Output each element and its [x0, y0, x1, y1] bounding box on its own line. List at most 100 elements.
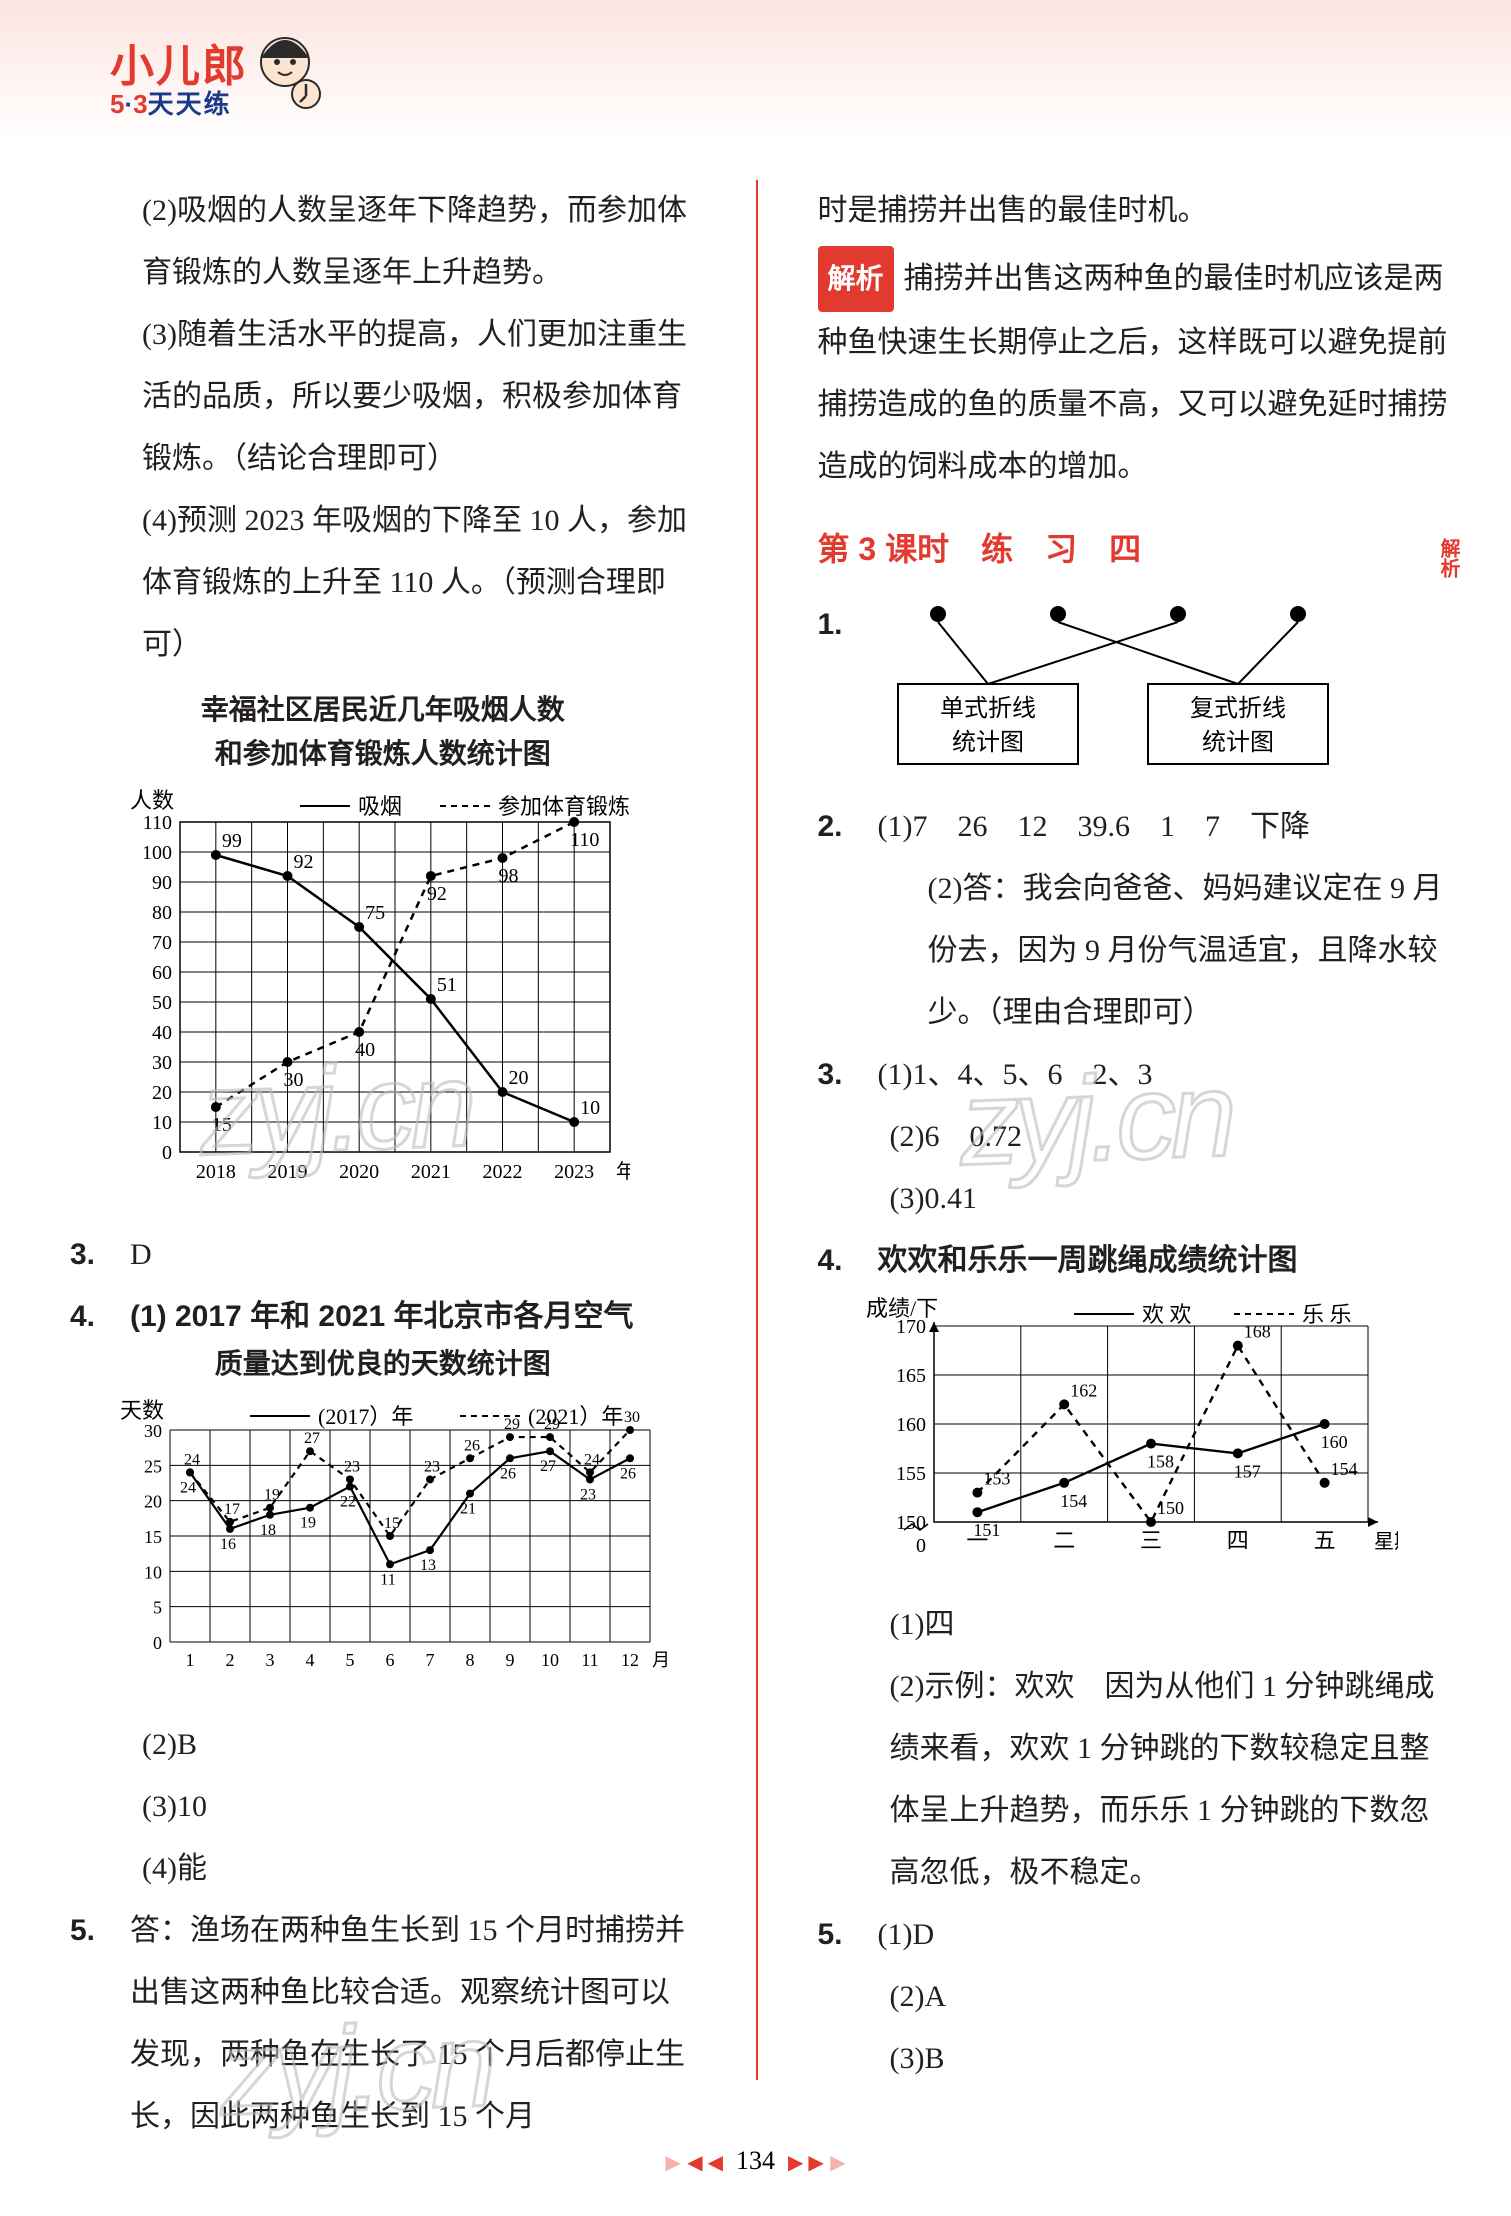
svg-text:17: 17	[224, 1501, 240, 1518]
chart3-svg: 成绩/下欢 欢乐 乐1501551601651700一二三四五星期1511541…	[858, 1292, 1398, 1572]
right-cont: 时是捕捞并出售的最佳时机。	[818, 180, 1452, 242]
svg-text:26: 26	[464, 1437, 480, 1454]
svg-text:天数: 天数	[120, 1398, 164, 1423]
svg-text:4: 4	[306, 1650, 315, 1670]
logo-subline: 5·3天天练	[110, 84, 232, 121]
svg-text:30: 30	[284, 1069, 304, 1091]
r-q5-row: 5. (1)D	[818, 1904, 1452, 1966]
svg-text:0: 0	[153, 1633, 162, 1653]
svg-text:三: 三	[1139, 1528, 1161, 1553]
svg-text:2018: 2018	[196, 1161, 236, 1183]
r-q1-row: 1. 单式折线统计图复式折线统计图	[818, 594, 1452, 796]
logo-3: 3	[133, 89, 147, 119]
analysis-block: 解析捕捞并出售这两种鱼的最佳时机应该是两种鱼快速生长期停止之后，这样既可以避免提…	[818, 246, 1452, 498]
svg-text:统计图: 统计图	[1202, 729, 1274, 756]
svg-text:3: 3	[266, 1650, 275, 1670]
svg-text:165: 165	[896, 1365, 926, 1387]
footer-tri-l2: ◀ ◀	[687, 2152, 723, 2174]
svg-text:99: 99	[222, 830, 242, 852]
footer-tri-r1: ▶ ▶	[788, 2152, 824, 2174]
svg-text:二: 二	[1053, 1528, 1075, 1553]
svg-text:2019: 2019	[268, 1161, 308, 1183]
svg-text:10: 10	[580, 1097, 600, 1119]
svg-text:24: 24	[184, 1451, 200, 1468]
chart1-title: 幸福社区居民近几年吸烟人数 和参加体育锻炼人数统计图	[70, 688, 696, 776]
r-q4-title: 欢欢和乐乐一周跳绳成绩统计图	[878, 1230, 1452, 1292]
svg-text:欢 欢: 欢 欢	[1142, 1302, 1192, 1327]
svg-text:21: 21	[460, 1501, 476, 1518]
svg-text:统计图: 统计图	[952, 729, 1024, 756]
svg-text:人数: 人数	[130, 788, 174, 813]
svg-text:29: 29	[504, 1416, 520, 1433]
svg-text:19: 19	[300, 1515, 316, 1532]
chart2-svg: 天数(2017）年(2021）年051015202530123456789101…	[110, 1392, 670, 1692]
page-number: 134	[736, 2146, 775, 2175]
svg-text:2022: 2022	[483, 1161, 523, 1183]
svg-text:75: 75	[365, 902, 385, 924]
r-q3-row: 3. (1)1、4、5、6 2、3	[818, 1044, 1452, 1106]
svg-text:0: 0	[916, 1535, 926, 1557]
svg-text:2: 2	[226, 1650, 235, 1670]
r-q1-num: 1.	[818, 594, 878, 796]
svg-text:19: 19	[264, 1487, 280, 1504]
svg-text:2023: 2023	[554, 1161, 594, 1183]
svg-text:10: 10	[541, 1650, 559, 1670]
svg-text:98: 98	[499, 865, 519, 887]
svg-text:158: 158	[1147, 1452, 1174, 1472]
svg-text:154: 154	[1330, 1459, 1357, 1479]
svg-text:22: 22	[340, 1494, 356, 1511]
footer: ▶ ◀ ◀ 134 ▶ ▶ ▶	[0, 2146, 1511, 2176]
chart3: 成绩/下欢 欢乐 乐1501551601651700一二三四五星期1511541…	[858, 1292, 1452, 1594]
svg-text:11: 11	[380, 1571, 395, 1588]
r-q3-2: (2)6 0.72	[818, 1106, 1452, 1168]
svg-text:13: 13	[420, 1557, 436, 1574]
svg-text:23: 23	[580, 1486, 596, 1503]
svg-text:7: 7	[426, 1650, 435, 1670]
svg-text:单式折线: 单式折线	[940, 695, 1036, 722]
svg-text:157: 157	[1233, 1461, 1260, 1481]
svg-text:150: 150	[896, 1512, 926, 1534]
svg-text:5: 5	[346, 1650, 355, 1670]
svg-text:20: 20	[144, 1492, 162, 1512]
q3-num: 3.	[70, 1224, 130, 1286]
chart1-title-l1: 幸福社区居民近几年吸烟人数	[70, 688, 696, 732]
svg-text:30: 30	[624, 1409, 640, 1426]
chart1-title-l2: 和参加体育锻炼人数统计图	[70, 732, 696, 776]
svg-text:160: 160	[1320, 1432, 1347, 1452]
svg-text:40: 40	[355, 1039, 375, 1061]
r-q5-num: 5.	[818, 1904, 878, 1966]
q5-num: 5.	[70, 1900, 130, 2148]
svg-text:2021: 2021	[411, 1161, 451, 1183]
r-q2-row: 2. (1)7 26 12 39.6 1 7 下降	[818, 796, 1452, 858]
footer-tri-r2: ▶	[830, 2152, 845, 2174]
r-q5-1: (1)D	[878, 1904, 1452, 1966]
q4-1a: (1) 2017 年和 2021 年北京市各月空气	[130, 1286, 696, 1348]
svg-text:20: 20	[152, 1082, 172, 1104]
chart1-svg: 人数吸烟参加体育锻炼010203040506070809010011020182…	[110, 782, 630, 1202]
svg-text:26: 26	[620, 1465, 636, 1482]
lesson-title-row: 第 3 课时 练 习 四 解析	[818, 518, 1452, 580]
svg-text:23: 23	[344, 1458, 360, 1475]
matching-diagram: 单式折线统计图复式折线统计图	[878, 594, 1358, 774]
svg-text:60: 60	[152, 962, 172, 984]
q4-2: (2)B	[70, 1714, 696, 1776]
r-q2-2: (2)答：我会向爸爸、妈妈建议定在 9 月份去，因为 9 月份气温适宜，且降水较…	[818, 858, 1452, 1044]
svg-text:50: 50	[152, 992, 172, 1014]
q5-body: 答：渔场在两种鱼生长到 15 个月时捕捞并出售这两种鱼比较合适。观察统计图可以发…	[130, 1900, 696, 2148]
svg-text:92: 92	[427, 883, 447, 905]
svg-text:星期: 星期	[1374, 1531, 1398, 1553]
q4-3: (3)10	[70, 1776, 696, 1838]
svg-text:154: 154	[1060, 1491, 1087, 1511]
q4-row: 4. (1) 2017 年和 2021 年北京市各月空气	[70, 1286, 696, 1348]
svg-text:110: 110	[570, 829, 599, 851]
svg-text:20: 20	[509, 1067, 529, 1089]
footer-tri-l1: ▶	[665, 2152, 680, 2174]
svg-text:8: 8	[466, 1650, 475, 1670]
svg-text:五: 五	[1313, 1528, 1335, 1553]
svg-text:153: 153	[983, 1469, 1010, 1489]
svg-text:1: 1	[186, 1650, 195, 1670]
svg-text:30: 30	[152, 1052, 172, 1074]
q4-4: (4)能	[70, 1838, 696, 1900]
logo-dot: ·	[124, 89, 133, 119]
svg-text:参加体育锻炼: 参加体育锻炼	[498, 794, 630, 819]
